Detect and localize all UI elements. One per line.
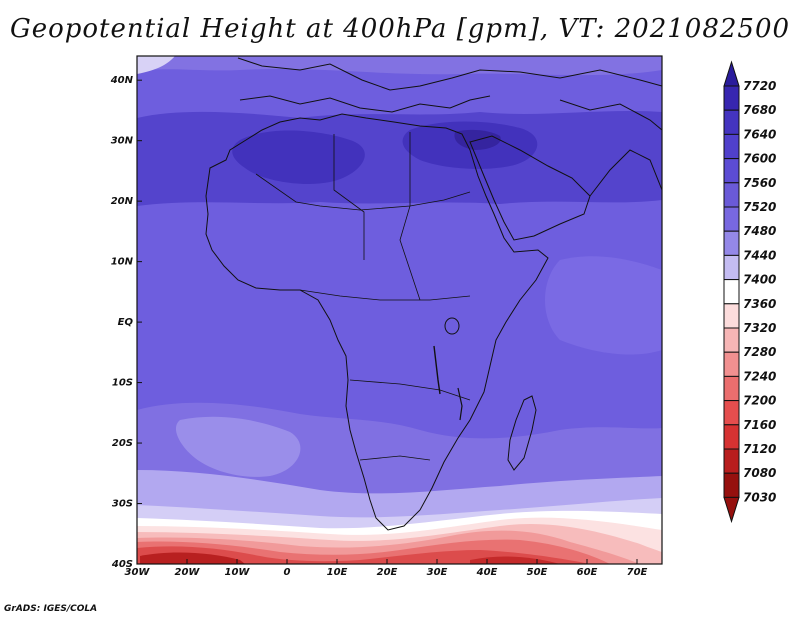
- colorbar-label: 7400: [743, 273, 776, 287]
- colorbar: 7720 7680 7640 7600 7560 7520 7480 7440 7400 7360…: [723, 60, 776, 524]
- lat-tick-label: 20S: [112, 438, 133, 449]
- colorbar-swatch: [723, 158, 740, 184]
- colorbar-swatch: [723, 279, 740, 305]
- lon-tick-label: 10W: [225, 567, 251, 578]
- longitude-axis: 30W 20W 10W 0 10E 20E 30E 40E 50E 60E 70E: [125, 559, 648, 578]
- lat-tick-label: 40S: [111, 559, 133, 570]
- lat-tick-label: 10N: [111, 257, 134, 268]
- colorbar-label: 7030: [743, 490, 776, 504]
- lon-tick-label: 60E: [577, 567, 598, 578]
- colorbar-label: 7320: [743, 321, 776, 335]
- colorbar-top-arrow: [723, 60, 740, 87]
- colorbar-swatch: [723, 254, 740, 281]
- latitude-axis: 40N 30N 20N 10N EQ 10S 20S 30S 40S: [110, 75, 142, 570]
- lon-tick-label: 50E: [527, 567, 548, 578]
- colorbar-label: 7280: [743, 345, 776, 359]
- lon-tick-label: 40E: [476, 567, 498, 578]
- lon-tick-label: 20E: [377, 567, 398, 578]
- colorbar-label: 7640: [743, 127, 776, 141]
- lon-tick-label: 30E: [427, 567, 448, 578]
- colorbar-swatch: [723, 230, 740, 256]
- colorbar-bottom-arrow: [723, 496, 740, 524]
- colorbar-label: 7440: [743, 248, 776, 262]
- lon-tick-label: 70E: [627, 567, 648, 578]
- madagascar: [507, 395, 537, 471]
- grads-credit: GrADS: IGES/COLA: [4, 604, 98, 614]
- colorbar-label: 7480: [743, 224, 776, 238]
- colorbar-swatch: [723, 448, 740, 474]
- plot-frame: [136, 55, 663, 565]
- colorbar-swatch: [723, 400, 740, 426]
- colorbar-swatch: [723, 375, 740, 402]
- colorbar-swatch: [723, 351, 740, 377]
- lon-tick-label: 10E: [327, 567, 348, 578]
- colorbar-label: 7600: [743, 152, 776, 166]
- lon-tick-label: 20W: [175, 567, 201, 578]
- colorbar-label: 7120: [743, 442, 776, 456]
- arabia-coastline: [469, 135, 591, 241]
- colorbar-swatch: [723, 472, 740, 498]
- colorbar-label: 7160: [743, 418, 776, 432]
- colorbar-swatch: [723, 327, 740, 353]
- lon-tick-label: 0: [284, 567, 291, 578]
- africa-coastline: [205, 113, 549, 531]
- lat-tick-label: 30N: [111, 136, 134, 147]
- height-field: [137, 56, 662, 564]
- colorbar-swatch: [723, 182, 740, 208]
- colorbar-label: 7240: [743, 369, 776, 383]
- colorbar-label: 7560: [743, 176, 776, 190]
- lon-tick-label: 30W: [125, 567, 151, 578]
- lat-tick-label: 10S: [112, 378, 133, 389]
- colorbar-label: 7680: [743, 103, 776, 117]
- colorbar-swatch: [723, 133, 740, 160]
- lat-tick-label: 40N: [110, 75, 134, 86]
- colorbar-label: 7080: [743, 466, 776, 480]
- colorbar-swatch: [723, 424, 740, 450]
- colorbar-label: 7200: [743, 394, 776, 408]
- colorbar-swatch: [723, 206, 740, 232]
- colorbar-swatch: [723, 85, 740, 111]
- lat-tick-label: 20N: [111, 196, 134, 207]
- colorbar-label: 7360: [743, 297, 776, 311]
- lat-tick-label: EQ: [118, 317, 134, 328]
- lat-tick-label: 30S: [112, 499, 133, 510]
- colorbar-swatch: [723, 303, 740, 329]
- colorbar-label: 7720: [743, 79, 776, 93]
- colorbar-label: 7520: [743, 200, 776, 214]
- colorbar-swatch: [723, 109, 740, 135]
- map-title: Geopotential Height at 400hPa [gpm], VT:…: [9, 14, 791, 44]
